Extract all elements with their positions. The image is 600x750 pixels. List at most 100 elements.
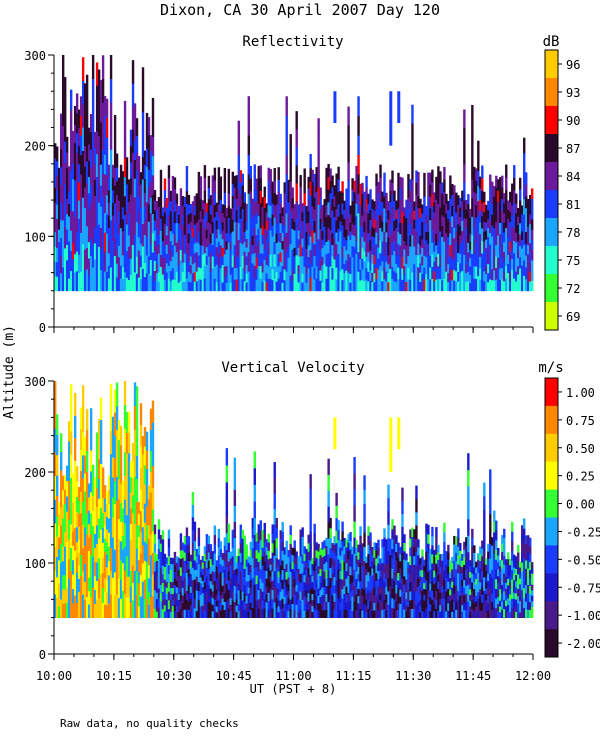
heatmap-cell: [221, 572, 225, 580]
heatmap-cell: [293, 282, 296, 292]
heatmap-cell: [355, 278, 358, 292]
heatmap-cell: [93, 131, 97, 149]
heatmap-cell: [255, 583, 258, 593]
heatmap-cell: [269, 193, 272, 206]
heatmap-cell: [505, 570, 508, 578]
heatmap-cell: [417, 278, 420, 292]
heatmap-cell: [339, 539, 342, 548]
heatmap-cell: [403, 600, 406, 610]
heatmap-cell: [521, 265, 524, 275]
heatmap-cell: [469, 225, 472, 234]
heatmap-cell: [189, 204, 193, 214]
heatmap-cell: [243, 231, 246, 242]
heatmap-cell: [89, 131, 93, 150]
heatmap-cell: [233, 505, 237, 523]
heatmap-cell: [329, 567, 332, 579]
heatmap-cell: [127, 268, 131, 280]
heatmap-cell: [125, 277, 129, 292]
heatmap-cell: [403, 207, 406, 217]
heatmap-cell: [495, 607, 498, 618]
heatmap-cell: [123, 119, 127, 140]
heatmap-cell: [231, 278, 235, 292]
heatmap-cell: [393, 220, 396, 232]
heatmap-cell: [417, 578, 420, 587]
heatmap-cell: [233, 279, 237, 292]
heatmap-cell: [281, 579, 284, 590]
heatmap-cell: [141, 134, 145, 158]
heatmap-cell: [343, 561, 346, 571]
heatmap-cell: [103, 232, 107, 253]
heatmap-cell: [125, 264, 129, 278]
heatmap-cell: [477, 566, 480, 573]
heatmap-cell: [215, 211, 219, 221]
heatmap-cell: [165, 207, 169, 217]
heatmap-cell: [329, 527, 332, 539]
heatmap-cell: [525, 560, 528, 569]
heatmap-cell: [319, 568, 322, 577]
heatmap-cell: [141, 89, 145, 113]
heatmap-cell: [217, 582, 221, 592]
heatmap-cell: [357, 154, 360, 175]
x-tick-label: 12:00: [515, 669, 551, 683]
heatmap-cell: [431, 581, 434, 591]
heatmap-cell: [513, 265, 516, 279]
heatmap-cell: [203, 567, 207, 576]
heatmap-cell: [259, 559, 262, 570]
heatmap-cell: [279, 242, 282, 253]
heatmap-cell: [169, 250, 173, 262]
heatmap-cell: [301, 211, 304, 222]
heatmap-cell: [369, 199, 372, 210]
heatmap-cell: [297, 599, 300, 606]
heatmap-cell: [345, 609, 348, 618]
heatmap-cell: [153, 270, 157, 282]
heatmap-cell: [197, 590, 201, 601]
heatmap-cell: [311, 557, 314, 565]
heatmap-cell: [379, 558, 382, 565]
heatmap-cell: [511, 531, 514, 542]
heatmap-cell: [105, 516, 109, 530]
heatmap-cell: [327, 214, 330, 228]
heatmap-cell: [385, 547, 388, 556]
heatmap-cell: [253, 252, 256, 266]
heatmap-cell: [173, 571, 177, 579]
heatmap-cell: [211, 584, 215, 592]
heatmap-cell: [209, 602, 213, 611]
heatmap-cell: [477, 245, 480, 262]
heatmap-cell: [277, 600, 280, 607]
heatmap-cell: [259, 588, 262, 599]
heatmap-cell: [67, 265, 71, 279]
heatmap-cell: [453, 269, 456, 281]
heatmap-cell: [447, 544, 450, 553]
heatmap-cell: [479, 546, 482, 554]
heatmap-cell: [369, 609, 372, 618]
heatmap-cell: [271, 257, 274, 270]
heatmap-cell: [255, 566, 258, 576]
heatmap-cell: [431, 572, 434, 582]
heatmap-cell: [249, 253, 252, 267]
heatmap-cell: [451, 280, 454, 292]
heatmap-cell: [115, 249, 119, 264]
heatmap-cell: [449, 571, 452, 579]
heatmap-cell: [67, 499, 71, 520]
heatmap-cell: [265, 609, 268, 618]
heatmap-cell: [173, 611, 177, 618]
heatmap-cell: [529, 233, 532, 244]
heatmap-cell: [117, 222, 121, 235]
heatmap-cell: [57, 253, 61, 267]
heatmap-cell: [285, 563, 288, 572]
heatmap-cell: [391, 242, 394, 256]
heatmap-cell: [329, 278, 332, 292]
heatmap-cell: [503, 261, 506, 272]
heatmap-cell: [409, 190, 412, 202]
heatmap-cell: [153, 210, 157, 221]
heatmap-cell: [85, 555, 89, 577]
heatmap-cell: [363, 518, 366, 533]
heatmap-cell: [505, 588, 508, 595]
heatmap-cell: [351, 610, 354, 618]
heatmap-cell: [305, 231, 308, 241]
heatmap-cell: [125, 412, 129, 433]
heatmap-cell: [195, 583, 199, 591]
heatmap-cell: [165, 272, 169, 282]
heatmap-cell: [433, 556, 436, 564]
heatmap-cell: [489, 186, 492, 199]
